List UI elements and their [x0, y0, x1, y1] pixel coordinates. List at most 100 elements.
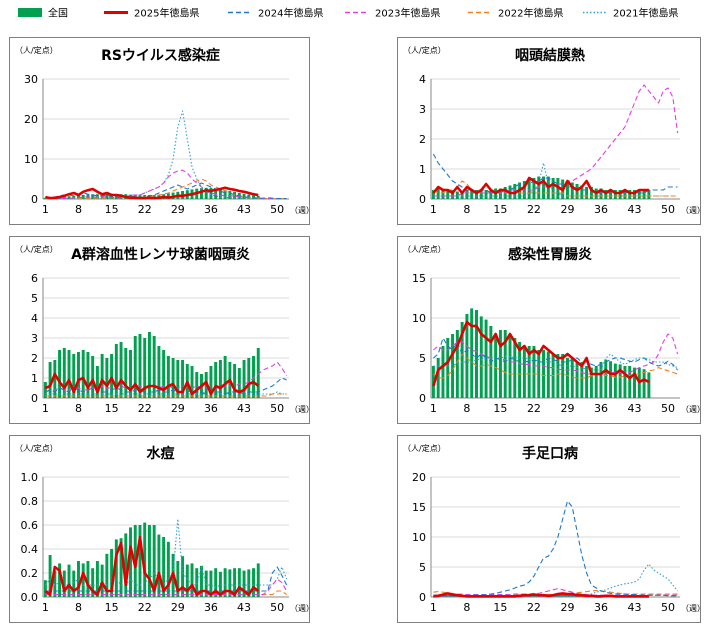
- y-unit-label: （人/定点）: [403, 45, 446, 55]
- national-bar: [195, 372, 199, 398]
- national-bar: [242, 570, 246, 597]
- national-bar: [537, 350, 541, 398]
- national-bar: [575, 184, 579, 199]
- national-bar: [53, 360, 57, 398]
- national-bar: [441, 346, 445, 398]
- national-bar: [147, 332, 151, 398]
- national-bar: [594, 366, 598, 398]
- national-bar: [489, 190, 493, 199]
- y-unit-label: （人/定点）: [15, 443, 58, 453]
- x-tick-label: 15: [493, 601, 507, 614]
- x-unit-label: （週）: [681, 604, 702, 613]
- national-bar: [527, 346, 531, 398]
- x-tick-label: 29: [560, 402, 574, 415]
- legend-label-2: 2024年徳島県: [258, 7, 323, 20]
- national-bar: [570, 182, 574, 199]
- x-tick-label: 29: [171, 203, 185, 216]
- series-line-0: [432, 320, 650, 387]
- national-bar: [537, 176, 541, 199]
- y-tick-label: 15: [412, 501, 426, 514]
- x-tick-label: 8: [463, 402, 470, 415]
- national-bar: [157, 346, 161, 398]
- national-bar: [561, 354, 565, 398]
- x-tick-label: 29: [560, 601, 574, 614]
- national-bar: [455, 330, 459, 398]
- x-tick-label: 1: [430, 402, 437, 415]
- national-bar: [129, 350, 132, 398]
- national-bar: [575, 362, 579, 398]
- national-bar: [599, 188, 603, 199]
- national-bar: [532, 178, 536, 199]
- national-bar: [152, 525, 156, 597]
- y-tick-label: 1: [31, 372, 38, 385]
- national-bar: [91, 356, 95, 398]
- y-tick-label: 0.6: [21, 519, 39, 532]
- y-tick-label: 0: [419, 591, 426, 604]
- chart-panel-varicella: （人/定点） 水痘 0.0 0.2 0.4 0.6 0.8 1.0 1 8 15 22 29 36 43 50…: [9, 435, 311, 623]
- national-bar: [441, 188, 445, 199]
- national-bar: [95, 561, 99, 597]
- chart-hfmd: （人/定点） 手足口病 0 5 10 15 20 1 8 15 22 29 36 43 50 （週）: [403, 443, 702, 614]
- national-bar: [209, 187, 213, 199]
- national-bar: [475, 190, 478, 199]
- national-bar: [166, 356, 170, 398]
- chart-title: 水痘: [147, 445, 175, 462]
- national-bar: [114, 344, 118, 398]
- series-line-1: [433, 337, 679, 371]
- national-bar: [642, 369, 646, 398]
- national-bar: [95, 366, 99, 398]
- national-bar: [195, 568, 199, 597]
- national-bar: [223, 356, 227, 398]
- y-tick-label: 5: [419, 352, 426, 365]
- national-bar: [589, 367, 593, 398]
- legend-label-5: 2021年徳島県: [613, 7, 678, 20]
- national-bar: [72, 195, 76, 199]
- national-bar: [479, 316, 483, 398]
- national-bar: [119, 342, 123, 398]
- y-tick-label: 0.4: [21, 543, 39, 556]
- x-unit-label: （週）: [681, 206, 702, 215]
- national-bar: [105, 553, 109, 597]
- series-line-3: [45, 178, 287, 200]
- national-bar: [494, 334, 498, 398]
- series-line-4: [433, 162, 678, 197]
- national-bar: [138, 194, 142, 199]
- x-tick-label: 15: [493, 203, 507, 216]
- series-line-2: [45, 578, 288, 596]
- national-bar: [72, 570, 76, 597]
- national-bar: [58, 350, 62, 398]
- national-bar: [551, 178, 555, 199]
- y-tick-label: 0.8: [21, 495, 39, 508]
- x-tick-label: 29: [171, 601, 185, 614]
- national-bar: [119, 538, 123, 597]
- national-bar: [623, 190, 627, 199]
- series-line-3: [433, 353, 678, 379]
- national-bar: [143, 522, 147, 597]
- national-bar: [114, 539, 118, 597]
- national-bar: [53, 570, 57, 597]
- national-bar: [470, 308, 474, 398]
- national-bar: [223, 568, 227, 597]
- y-tick-label: 15: [412, 272, 426, 285]
- national-bar: [166, 541, 170, 597]
- national-bar: [609, 361, 613, 398]
- series-line-2: [45, 361, 288, 393]
- national-bar: [100, 564, 104, 597]
- national-bar: [171, 358, 175, 398]
- national-bar: [527, 179, 531, 199]
- national-bar: [77, 352, 80, 398]
- national-bar: [81, 563, 85, 597]
- national-bar: [465, 190, 469, 199]
- x-tick-label: 8: [75, 601, 82, 614]
- x-tick-label: 43: [628, 402, 642, 415]
- y-tick-label: 0: [31, 193, 38, 206]
- legend-label-0: 全国: [48, 7, 68, 20]
- national-bar: [618, 190, 622, 199]
- x-unit-label: （週）: [681, 405, 702, 414]
- national-bar: [570, 358, 574, 398]
- chart-title: RSウイルス感染症: [101, 47, 220, 64]
- national-bar: [91, 194, 95, 199]
- national-bar: [185, 564, 189, 597]
- national-bar: [43, 197, 47, 199]
